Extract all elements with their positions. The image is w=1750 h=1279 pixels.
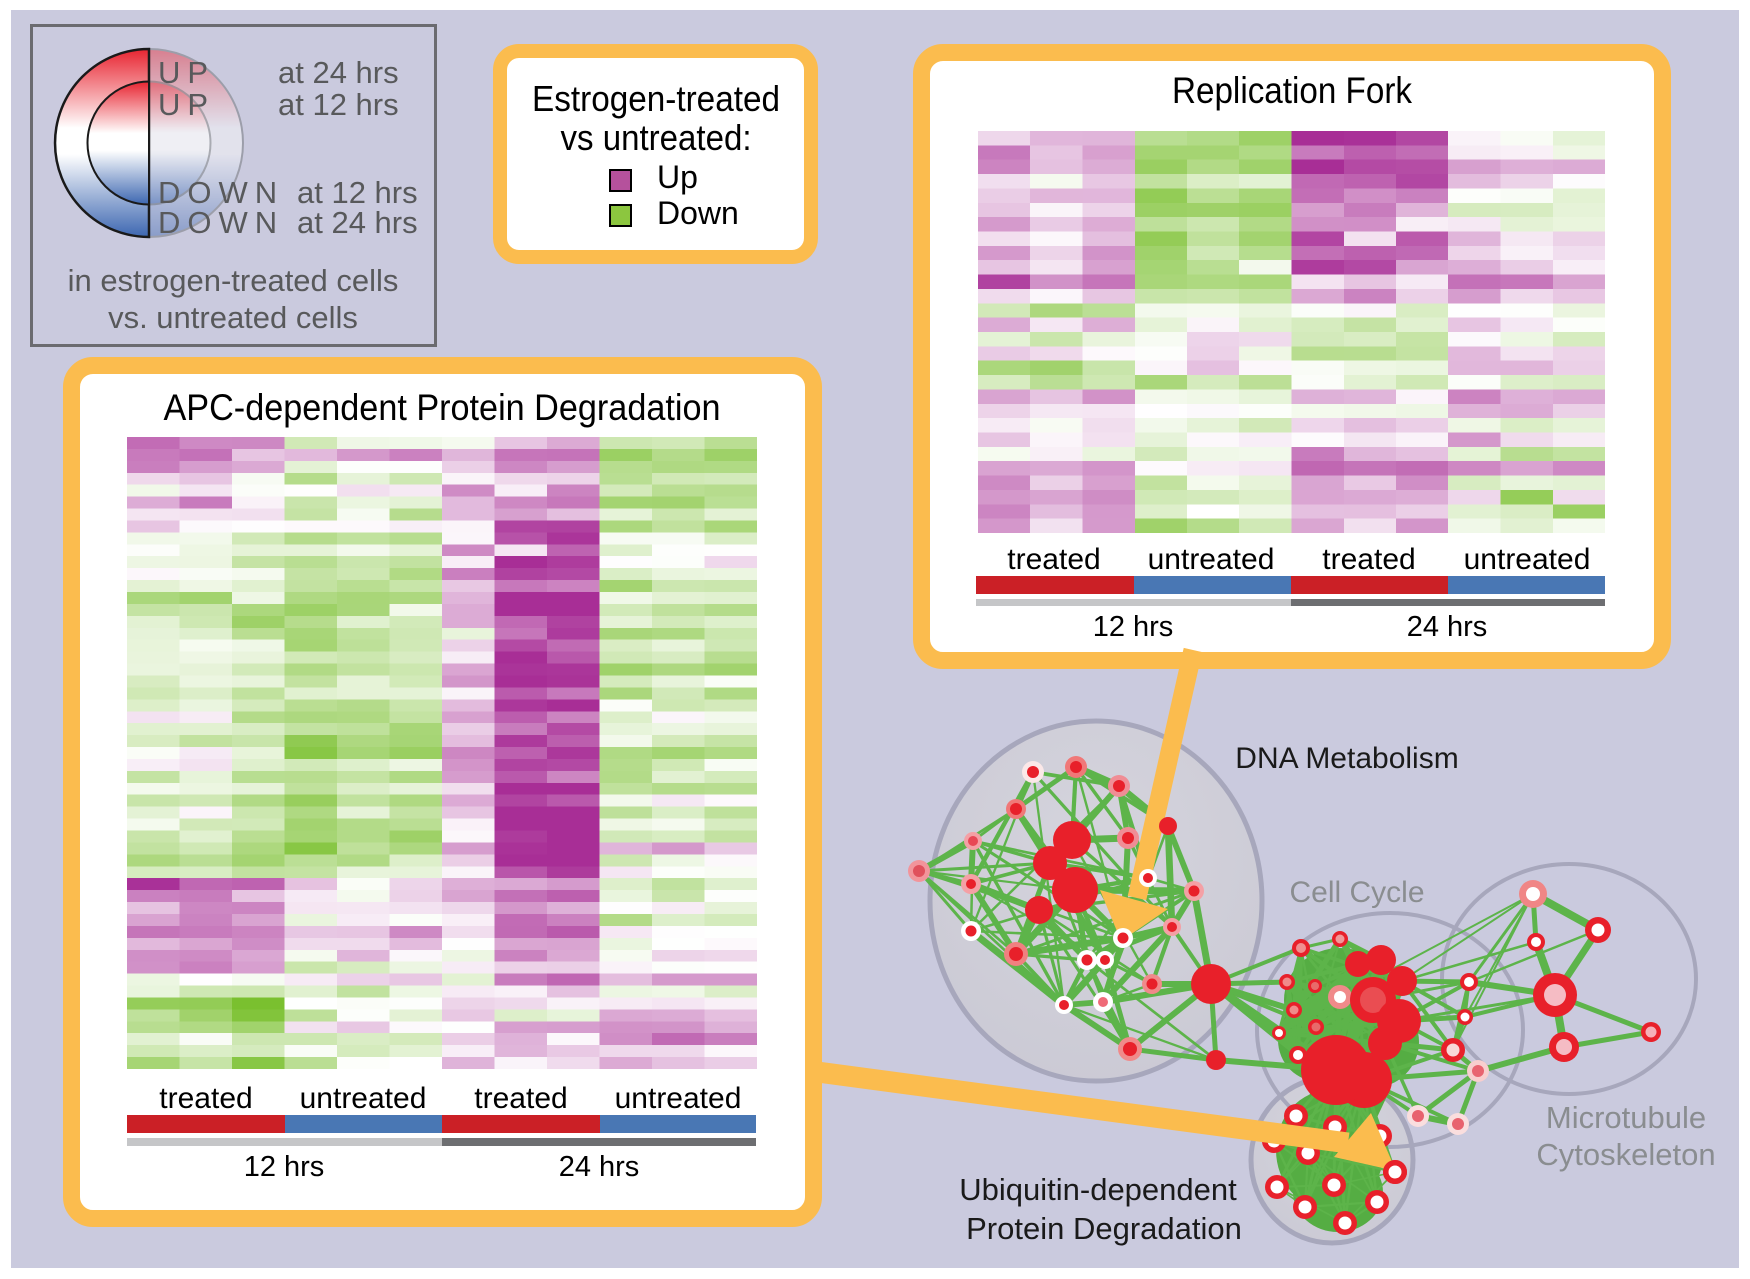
svg-text:24 hrs: 24 hrs <box>1407 611 1488 643</box>
svg-text:vs untreated:: vs untreated: <box>561 117 752 158</box>
svg-text:vs. untreated cells: vs. untreated cells <box>108 300 358 335</box>
svg-text:24 hrs: 24 hrs <box>559 1151 640 1183</box>
svg-text:untreated: untreated <box>300 1082 427 1115</box>
svg-text:treated: treated <box>1007 543 1100 576</box>
svg-text:Down: Down <box>657 195 739 231</box>
svg-text:in estrogen-treated cells: in estrogen-treated cells <box>68 263 399 298</box>
svg-text:treated: treated <box>159 1082 252 1115</box>
svg-text:12 hrs: 12 hrs <box>244 1151 325 1183</box>
svg-text:Up: Up <box>657 159 698 195</box>
svg-text:DNA Metabolism: DNA Metabolism <box>1235 742 1458 775</box>
svg-text:UP: UP <box>158 87 215 122</box>
svg-text:Cytoskeleton: Cytoskeleton <box>1536 1137 1715 1172</box>
svg-text:Ubiquitin-dependent: Ubiquitin-dependent <box>959 1172 1237 1207</box>
svg-text:DOWN: DOWN <box>158 205 284 240</box>
svg-text:Cell Cycle: Cell Cycle <box>1289 876 1424 909</box>
svg-text:untreated: untreated <box>1464 543 1591 576</box>
svg-text:Estrogen-treated: Estrogen-treated <box>532 78 780 119</box>
svg-text:at 24 hrs: at 24 hrs <box>297 205 418 240</box>
svg-text:Protein Degradation: Protein Degradation <box>966 1211 1242 1246</box>
svg-text:APC-dependent Protein Degradat: APC-dependent Protein Degradation <box>164 387 721 428</box>
svg-text:untreated: untreated <box>615 1082 742 1115</box>
svg-text:untreated: untreated <box>1148 543 1275 576</box>
svg-text:12 hrs: 12 hrs <box>1093 611 1174 643</box>
svg-text:at 24 hrs: at 24 hrs <box>278 55 399 90</box>
svg-text:Replication Fork: Replication Fork <box>1172 70 1412 111</box>
svg-text:Microtubule: Microtubule <box>1546 1100 1706 1135</box>
svg-text:at 12 hrs: at 12 hrs <box>278 87 399 122</box>
svg-text:at 12 hrs: at 12 hrs <box>297 175 418 210</box>
svg-text:treated: treated <box>474 1082 567 1115</box>
svg-text:UP: UP <box>158 55 215 90</box>
svg-text:treated: treated <box>1322 543 1415 576</box>
svg-text:DOWN: DOWN <box>158 175 284 210</box>
